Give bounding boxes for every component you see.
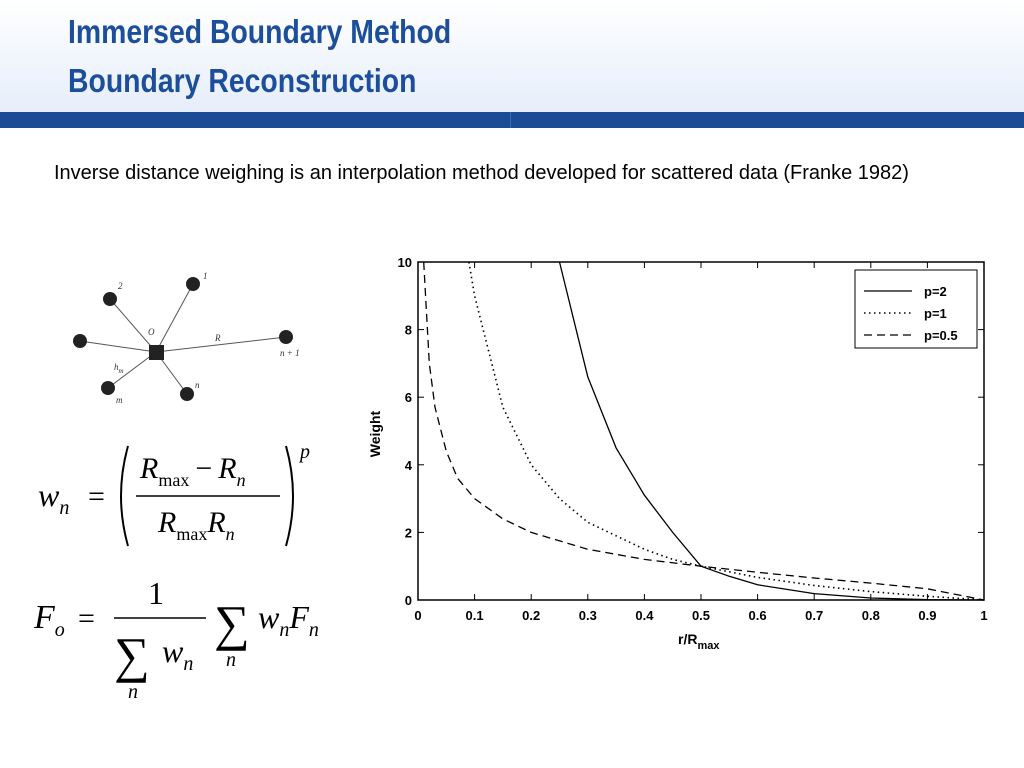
- node-m: [101, 381, 115, 395]
- y-tick-label: 10: [398, 255, 412, 270]
- node-1: [186, 277, 200, 291]
- header-divider-bar: [0, 112, 1024, 128]
- legend-box: [854, 269, 978, 349]
- right-paren: [285, 445, 294, 547]
- left-paren: [120, 445, 129, 547]
- series-line-p1: [468, 261, 985, 601]
- y-tick-label: 8: [405, 323, 412, 338]
- x-tick-label: 0.8: [862, 608, 880, 623]
- x-tick-label: 1: [980, 608, 987, 623]
- divider-bar-seam: [510, 112, 511, 128]
- series-line-p05: [423, 261, 985, 601]
- node-n: [180, 387, 194, 401]
- edge-1: [155, 283, 194, 353]
- y-axis-label: Weight: [367, 410, 383, 457]
- center-label: O: [148, 327, 155, 337]
- legend-label-p1: p=1: [924, 306, 947, 321]
- interp-equals: =: [78, 602, 95, 635]
- x-tick-label: 0.6: [749, 608, 767, 623]
- edge-m: [107, 351, 157, 389]
- interp-sum-icon: ∑: [214, 595, 250, 651]
- slide-title-line1: Immersed Boundary Method: [68, 13, 452, 50]
- interp-lhs: Fo: [33, 599, 65, 641]
- x-tick-label: 0.9: [918, 608, 936, 623]
- interp-numerator: 1: [148, 575, 164, 611]
- radius-label: R: [214, 333, 221, 343]
- node-left: [73, 334, 87, 348]
- interp-summand: wnFn: [258, 599, 319, 641]
- node-label-n-plus-1: n + 1: [280, 348, 300, 358]
- node-n-plus-1: [279, 330, 293, 344]
- edge-left: [79, 340, 157, 353]
- distance-label: hm: [114, 362, 124, 375]
- interpolation-formula: Fo = 1 ∑ wn n ∑ n wnFn: [33, 575, 319, 703]
- weight-denominator: RmaxRn: [157, 506, 235, 544]
- node-2: [103, 292, 117, 306]
- series-line-p2: [558, 261, 985, 601]
- slide-title-line2: Boundary Reconstruction: [68, 62, 417, 99]
- legend: p=2 p=1 p=0.5: [854, 269, 978, 349]
- x-tick-label: 0.3: [579, 608, 597, 623]
- x-tick-label: 0.1: [466, 608, 484, 623]
- weight-formula: wn = Rmax − Rn RmaxRn p: [38, 441, 310, 547]
- interp-den-sum-icon: ∑: [114, 627, 150, 683]
- slide-header: Immersed Boundary Method Boundary Recons…: [0, 0, 1024, 112]
- x-tick-label: 0.4: [635, 608, 654, 623]
- interp-den-weight: wn: [162, 633, 193, 675]
- interp-den-index: n: [128, 681, 138, 703]
- edge-n-plus-1: [155, 336, 287, 353]
- x-tick-label: 0: [414, 608, 421, 623]
- interp-sum-index: n: [226, 649, 236, 671]
- series-layer: [423, 261, 985, 601]
- legend-label-p05: p=0.5: [924, 328, 958, 343]
- node-label-1: 1: [203, 271, 208, 281]
- weight-lhs: wn: [38, 477, 69, 519]
- x-tick-label: 0.7: [805, 608, 823, 623]
- weight-equals: =: [88, 480, 105, 513]
- y-tick-label: 6: [405, 390, 412, 405]
- y-tick-label: 2: [405, 525, 412, 540]
- x-tick-label: 0.5: [692, 608, 710, 623]
- edge-2: [109, 298, 157, 353]
- body-text: Inverse distance weighing is an interpol…: [54, 162, 909, 184]
- center-node: [149, 345, 164, 360]
- node-label-m: m: [116, 395, 123, 405]
- x-tick-label: 0.2: [522, 608, 540, 623]
- weight-exponent: p: [298, 441, 310, 463]
- node-label-n: n: [195, 380, 200, 390]
- legend-label-p2: p=2: [924, 284, 947, 299]
- node-label-2: 2: [118, 281, 123, 291]
- node-diagram: 1 2 n + 1 n m O R hm: [73, 271, 300, 405]
- y-tick-label: 0: [405, 593, 412, 608]
- x-axis-label: r/Rmax: [678, 631, 720, 652]
- y-tick-label: 4: [405, 458, 413, 473]
- weight-numerator: Rmax − Rn: [139, 452, 246, 490]
